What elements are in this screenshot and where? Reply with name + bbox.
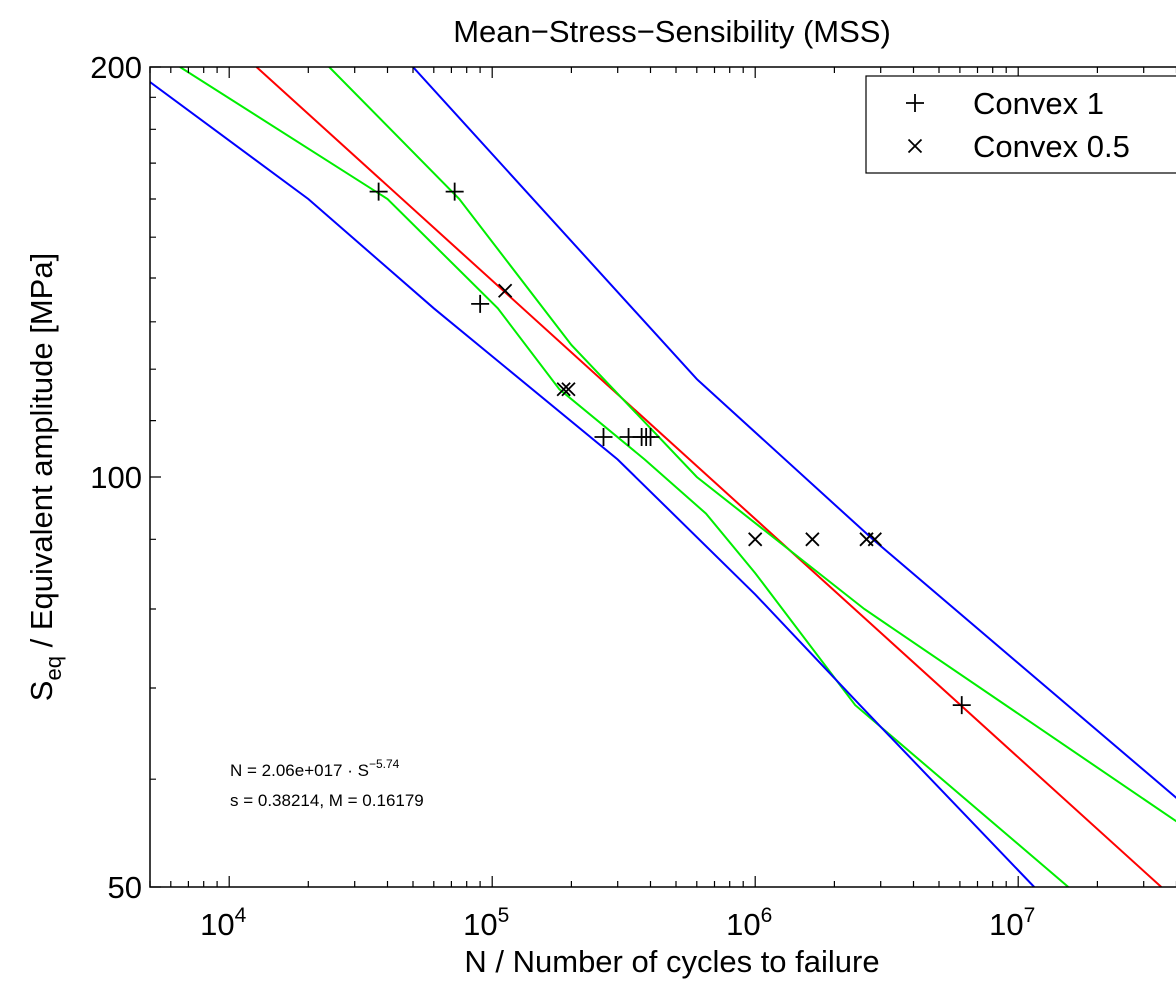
y-tick-label-0: 50 — [108, 870, 142, 905]
fit-equation-text: N = 2.06e+017 · S — [230, 761, 369, 780]
marker-convex-0-5-3 — [748, 532, 763, 547]
x-tick-labels: 104 105 106 107 — [200, 904, 1035, 942]
marker-convex-1-8 — [952, 696, 971, 715]
y-tick-label-1: 100 — [90, 460, 142, 495]
x-tick-label-0: 104 — [200, 904, 246, 942]
fit-statistics: s = 0.38214, M = 0.16179 — [230, 791, 424, 810]
marker-convex-0-5-1 — [556, 382, 571, 397]
marker-convex-0-5-0 — [497, 283, 513, 298]
fit-equation-exponent: −5.74 — [369, 757, 400, 771]
y-axis-label-main: S — [24, 681, 59, 702]
tick-marks — [149, 66, 1176, 888]
data-markers — [369, 182, 971, 715]
marker-convex-1-1 — [445, 182, 464, 201]
fit-equation: N = 2.06e+017 · S−5.74 — [230, 757, 400, 780]
x-tick-label-2: 106 — [726, 904, 772, 942]
line-band-inner-lower — [179, 67, 1069, 887]
marker-convex-1-2 — [471, 294, 490, 313]
y-axis-label: Seq / Equivalent amplitude [MPa] — [24, 253, 66, 701]
axis-ticks — [149, 66, 1176, 888]
marker-convex-0-5-2 — [561, 382, 576, 397]
y-tick-label-2: 200 — [90, 50, 142, 85]
line-band-outer-lower — [150, 81, 1035, 887]
y-tick-labels: 50 100 200 — [90, 50, 142, 905]
line-mean-fit — [255, 67, 1162, 887]
x-tick-label-1: 105 — [463, 904, 509, 942]
line-band-inner-upper — [328, 67, 1176, 823]
legend-marker-1 — [907, 138, 923, 154]
legend-box — [865, 75, 1176, 174]
marker-convex-1-0 — [369, 182, 388, 201]
fit-lines — [150, 67, 1176, 887]
legend-label-1: Convex 0.5 — [973, 129, 1130, 164]
chart-title: Mean−Stress−Sensibility (MSS) — [453, 14, 891, 49]
legend-marker-0 — [906, 94, 924, 112]
y-axis-label-rest: / Equivalent amplitude [MPa] — [24, 253, 59, 656]
fit-annotation: N = 2.06e+017 · S−5.74 s = 0.38214, M = … — [230, 757, 424, 810]
x-axis-label: N / Number of cycles to failure — [464, 944, 879, 979]
marker-convex-0-5-4 — [805, 532, 820, 547]
marker-convex-1-3 — [594, 427, 613, 446]
y-axis-label-sub: eq — [41, 656, 66, 680]
marker-convex-0-5-6 — [867, 532, 882, 547]
x-tick-label-3: 107 — [989, 904, 1035, 942]
line-band-outer-upper — [412, 67, 1176, 799]
marker-convex-1-7 — [641, 427, 660, 446]
legend-label-0: Convex 1 — [973, 86, 1104, 121]
legend: Convex 1 Convex 0.5 — [865, 75, 1176, 174]
